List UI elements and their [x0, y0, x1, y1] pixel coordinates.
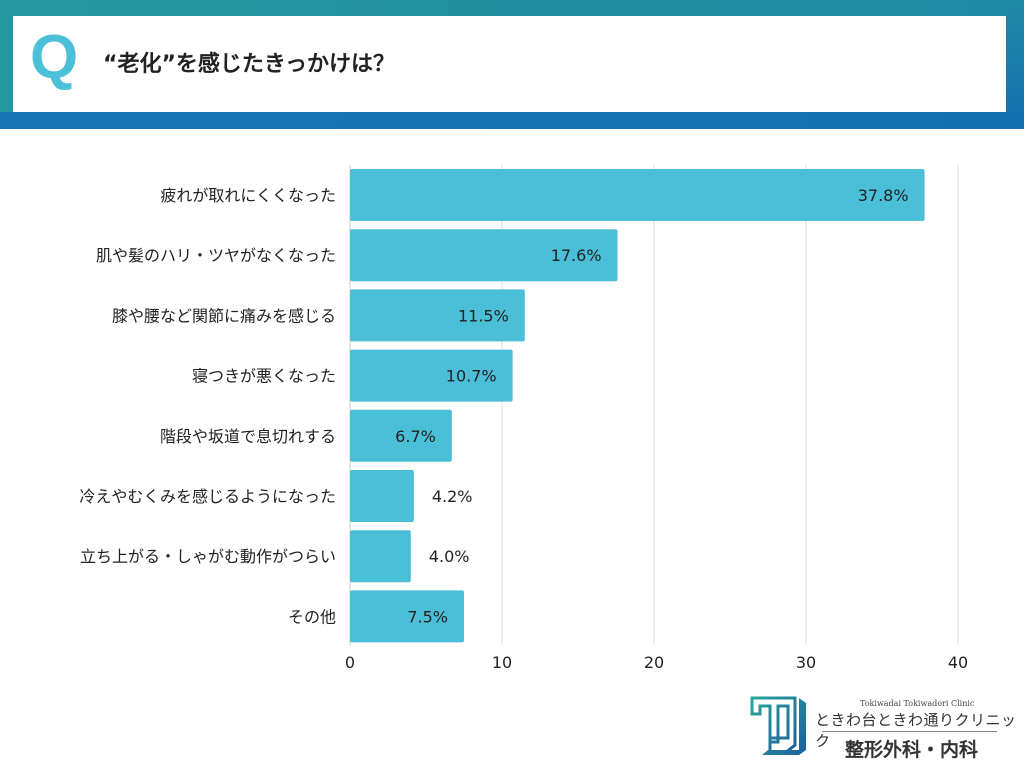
- x-tick-label: 40: [948, 653, 968, 672]
- bar: [350, 289, 525, 342]
- data-label: 4.2%: [432, 487, 473, 506]
- bar: [350, 409, 452, 462]
- category-label: 寝つきが悪くなった: [192, 367, 336, 386]
- category-label: その他: [288, 607, 336, 626]
- data-label: 7.5%: [407, 607, 448, 626]
- category-label: 疲れが取れにくくなった: [160, 186, 336, 205]
- category-label: 冷えやむくみを感じるようになった: [79, 487, 336, 506]
- x-tick-label: 10: [492, 653, 512, 672]
- bar: [350, 470, 414, 522]
- header-band-left: [0, 0, 14, 128]
- category-label: 肌や髪のハリ・ツヤがなくなった: [96, 246, 336, 265]
- data-label: 10.7%: [446, 367, 497, 386]
- page-title: “老化”を感じたきっかけは？: [103, 52, 396, 77]
- data-label: 11.5%: [458, 306, 509, 325]
- category-label: 立ち上がる・しゃがむ動作がつらい: [80, 547, 336, 566]
- clinic-name-jp: ときわ台ときわ通りクリニック: [815, 711, 1017, 750]
- q-mark: Q: [30, 23, 79, 92]
- bar: [350, 349, 513, 402]
- bar: [350, 169, 925, 221]
- x-tick-label: 0: [345, 653, 355, 672]
- data-label: 37.8%: [858, 186, 909, 205]
- data-label: 4.0%: [429, 547, 470, 566]
- category-label: 膝や腰など関節に痛みを感じる: [112, 306, 336, 325]
- x-tick-label: 30: [796, 653, 816, 672]
- header-band-right: [1006, 0, 1024, 128]
- header-box: [13, 16, 1006, 112]
- bar: [350, 229, 618, 282]
- category-label: 階段や坂道で息切れする: [160, 427, 336, 446]
- x-tick-label: 20: [644, 653, 664, 672]
- logo-divider: [822, 731, 997, 732]
- header-band-top: [0, 0, 1024, 16]
- clinic-name-en: Tokiwadai Tokiwadori Clinic: [860, 699, 975, 708]
- data-label: 6.7%: [395, 427, 436, 446]
- bar: [350, 590, 464, 643]
- data-label: 17.6%: [551, 246, 602, 265]
- clinic-departments: 整形外科・内科: [845, 739, 979, 761]
- header-band-bottom: [0, 112, 1024, 129]
- bar: [350, 530, 411, 583]
